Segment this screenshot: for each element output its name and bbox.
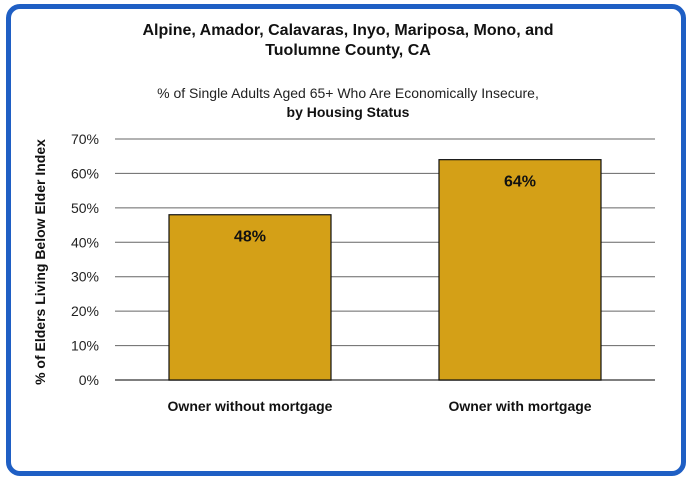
y-tick-label: 10% bbox=[71, 338, 99, 354]
bar bbox=[168, 214, 332, 381]
y-tick-label: 50% bbox=[71, 200, 99, 216]
chart-title-line-2: Tuolumne County, CA bbox=[265, 42, 431, 59]
bar-data-label: 64% bbox=[504, 174, 536, 191]
y-tick-label: 60% bbox=[71, 165, 99, 181]
y-tick-label: 70% bbox=[71, 131, 99, 147]
chart-subtitle-line-1: % of Single Adults Aged 65+ Who Are Econ… bbox=[157, 85, 539, 101]
bar-data-label: 48% bbox=[234, 229, 266, 246]
y-tick-label: 20% bbox=[71, 303, 99, 319]
bars: 48% 64% bbox=[168, 159, 602, 381]
y-tick-label: 30% bbox=[71, 269, 99, 285]
y-tick-label: 0% bbox=[79, 372, 99, 388]
x-axis-ticks: Owner without mortgage Owner with mortgag… bbox=[168, 398, 592, 414]
x-tick-label: Owner without mortgage bbox=[168, 398, 333, 414]
x-tick-label: Owner with mortgage bbox=[448, 398, 591, 414]
chart-title-line-1: Alpine, Amador, Calavaras, Inyo, Maripos… bbox=[142, 22, 554, 39]
chart-subtitle-line-2: by Housing Status bbox=[286, 104, 410, 120]
y-axis-ticks: 0% 10% 20% 30% 40% 50% 60% 70% bbox=[71, 131, 99, 388]
y-tick-label: 40% bbox=[71, 234, 99, 250]
bar bbox=[438, 159, 602, 381]
